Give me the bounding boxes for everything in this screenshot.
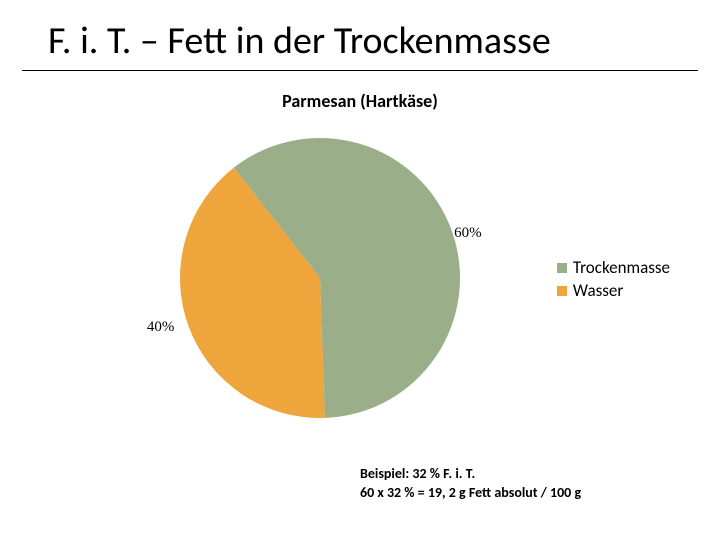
chart-title: Parmesan (Hartkäse) xyxy=(40,90,680,112)
example-text: Beispiel: 32 % F. i. T. 60 x 32 % = 19, … xyxy=(360,465,581,503)
pie-chart xyxy=(180,138,460,418)
title-underline xyxy=(22,70,698,71)
data-label-60: 60% xyxy=(454,225,482,242)
slide-title: F. i. T. – Fett in der Trockenmasse xyxy=(48,18,672,64)
example-line1: Beispiel: 32 % F. i. T. xyxy=(360,465,581,484)
legend-label: Trockenmasse xyxy=(573,257,670,278)
legend-item-trockenmasse: Trockenmasse xyxy=(557,257,670,278)
chart-area: Parmesan (Hartkäse) 60% 40% Trockenmasse… xyxy=(40,90,680,450)
legend: Trockenmasse Wasser xyxy=(557,255,670,303)
legend-swatch-wasser xyxy=(557,286,567,296)
legend-swatch-trockenmasse xyxy=(557,263,567,273)
slide: F. i. T. – Fett in der Trockenmasse Parm… xyxy=(0,0,720,540)
pie-svg xyxy=(180,138,460,418)
legend-label: Wasser xyxy=(573,280,623,301)
legend-item-wasser: Wasser xyxy=(557,280,670,301)
data-label-40: 40% xyxy=(147,319,175,336)
example-line2: 60 x 32 % = 19, 2 g Fett absolut / 100 g xyxy=(360,484,581,503)
